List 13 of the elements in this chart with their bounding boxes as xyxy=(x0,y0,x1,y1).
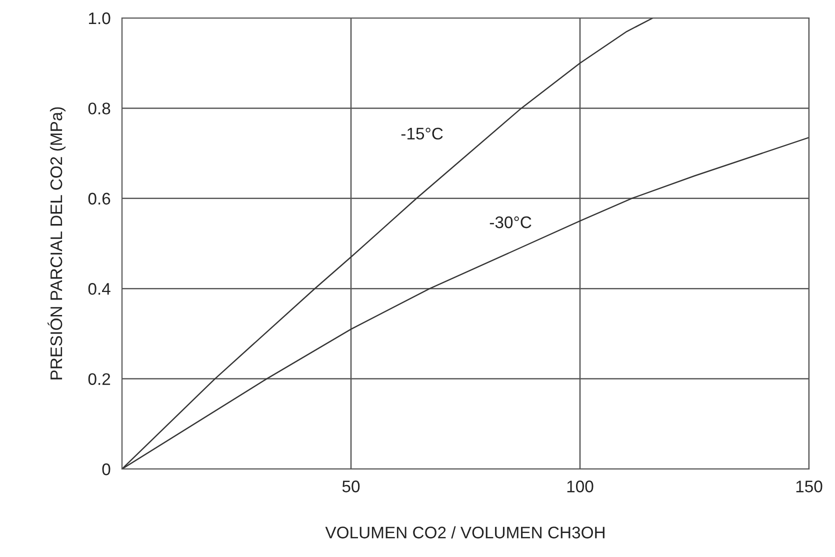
x-tick-label: 150 xyxy=(796,480,822,492)
y-tick-label: 0.6 xyxy=(88,192,110,205)
y-tick-label: 0.2 xyxy=(88,373,110,386)
x-tick-label: 100 xyxy=(567,480,594,492)
y-tick-label: 0 xyxy=(102,463,110,476)
series-label: -30°C xyxy=(490,216,532,228)
series-label: -15°C xyxy=(401,128,443,140)
x-axis-title: VOLUMEN CO2 / VOLUMEN CH3OH xyxy=(325,526,604,538)
x-tick-label: 50 xyxy=(342,480,360,492)
y-tick-label: 0.8 xyxy=(88,102,110,114)
y-tick-label: 1.0 xyxy=(88,12,110,24)
y-axis-title: PRESIÓN PARCIAL DEL CO2 (MPa) xyxy=(48,107,66,380)
y-tick-label: 0.4 xyxy=(88,283,110,295)
